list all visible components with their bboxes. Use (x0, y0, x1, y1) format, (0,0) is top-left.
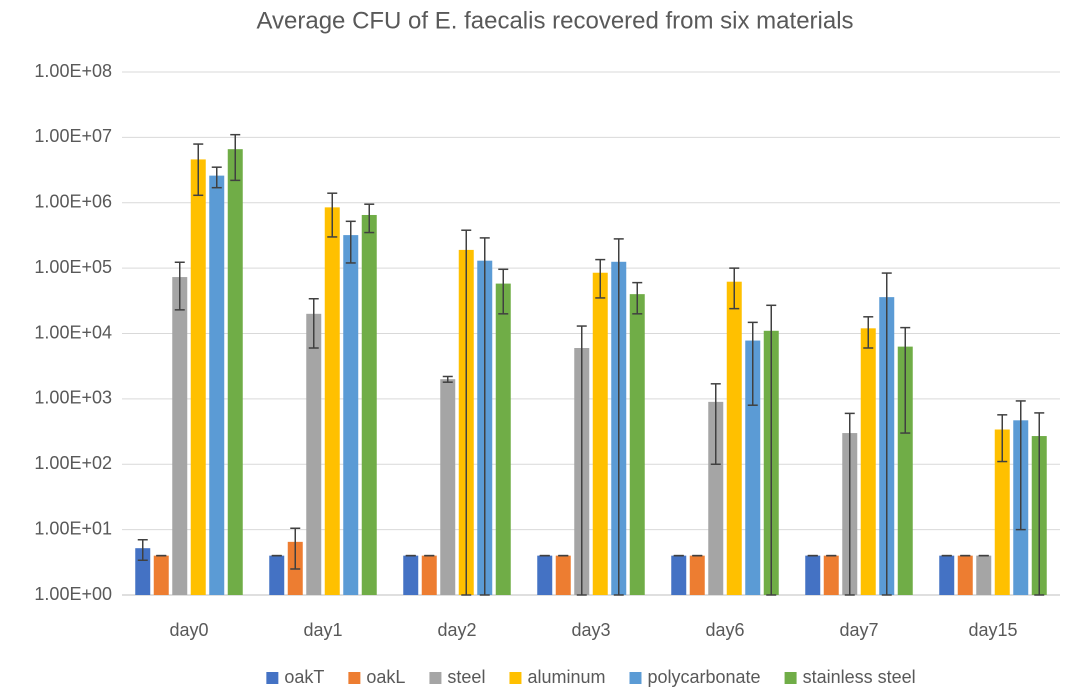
chart-title: Average CFU of E. faecalis recovered fro… (256, 7, 853, 34)
bar (939, 555, 955, 595)
error-bar (211, 166, 222, 189)
bar (671, 555, 687, 595)
bar (823, 555, 839, 595)
y-tick-label: 1.00E+07 (34, 126, 112, 146)
y-tick-label: 1.00E+08 (34, 61, 112, 81)
bar (306, 313, 322, 595)
bar (495, 283, 511, 595)
bar (957, 555, 973, 595)
legend-swatch (266, 672, 279, 684)
error-bar (595, 258, 606, 299)
error-bar (442, 375, 453, 383)
bar (440, 379, 456, 595)
bar (860, 328, 876, 595)
x-tick-label: day7 (839, 620, 878, 640)
error-bar (479, 237, 490, 596)
bar (805, 555, 821, 595)
bar (361, 214, 377, 596)
error-bar (327, 192, 338, 238)
legend-label: polycarbonate (647, 667, 760, 687)
y-tick-label: 1.00E+05 (34, 257, 112, 277)
bar (592, 272, 608, 595)
error-bar (632, 281, 643, 315)
error-bar (613, 238, 624, 596)
y-tick-label: 1.00E+00 (34, 584, 112, 604)
legend-label: stainless steel (803, 667, 916, 687)
bar (209, 175, 225, 595)
error-bar (174, 261, 185, 311)
legend-swatch (348, 672, 361, 684)
y-tick-label: 1.00E+01 (34, 518, 112, 538)
error-bar (766, 304, 777, 596)
error-bar (345, 220, 356, 264)
error-bar (729, 267, 740, 310)
x-tick-label: day1 (303, 620, 342, 640)
error-bar (364, 203, 375, 234)
legend-swatch (429, 672, 442, 684)
legend-swatch (509, 672, 522, 684)
legend-label: steel (447, 667, 485, 687)
error-bar (844, 412, 855, 596)
error-bar (290, 527, 301, 570)
y-tick-label: 1.00E+03 (34, 388, 112, 408)
bar (172, 277, 188, 595)
legend-label: oakL (366, 667, 405, 687)
x-tick-label: day15 (968, 620, 1017, 640)
bar (269, 555, 285, 595)
bar (629, 294, 645, 595)
legend-swatch (784, 672, 797, 684)
x-tick-label: day2 (437, 620, 476, 640)
bar (227, 149, 243, 596)
bar (994, 429, 1010, 595)
bar (708, 401, 724, 595)
bar (343, 235, 359, 595)
error-bar (747, 321, 758, 406)
error-bar (193, 143, 204, 197)
x-tick-label: day0 (169, 620, 208, 640)
legend-swatch (629, 672, 642, 684)
bar (745, 340, 761, 595)
bar (726, 281, 742, 595)
x-tick-label: day6 (705, 620, 744, 640)
error-bar (997, 414, 1008, 463)
error-bar (137, 539, 148, 562)
bar (403, 555, 419, 595)
error-bar (230, 133, 241, 182)
bar (976, 555, 992, 595)
y-tick-label: 1.00E+02 (34, 453, 112, 473)
y-tick-label: 1.00E+06 (34, 192, 112, 212)
error-bar (498, 268, 509, 315)
x-tick-label: day3 (571, 620, 610, 640)
bar (324, 207, 340, 595)
error-bar (308, 298, 319, 349)
error-bar (863, 316, 874, 349)
y-tick-label: 1.00E+04 (34, 322, 112, 342)
error-bar (1015, 400, 1026, 531)
legend-label: oakT (284, 667, 324, 687)
bar (421, 555, 437, 595)
error-bar (576, 325, 587, 596)
error-bar (881, 272, 892, 596)
error-bar (461, 229, 472, 596)
bar (897, 346, 913, 595)
bar (190, 159, 206, 595)
bar (537, 555, 553, 595)
bar (689, 555, 705, 595)
bar (153, 555, 169, 595)
legend-label: aluminum (527, 667, 605, 687)
error-bar (900, 326, 911, 434)
error-bar (1034, 412, 1045, 596)
error-bar (710, 383, 721, 465)
bar (555, 555, 571, 595)
